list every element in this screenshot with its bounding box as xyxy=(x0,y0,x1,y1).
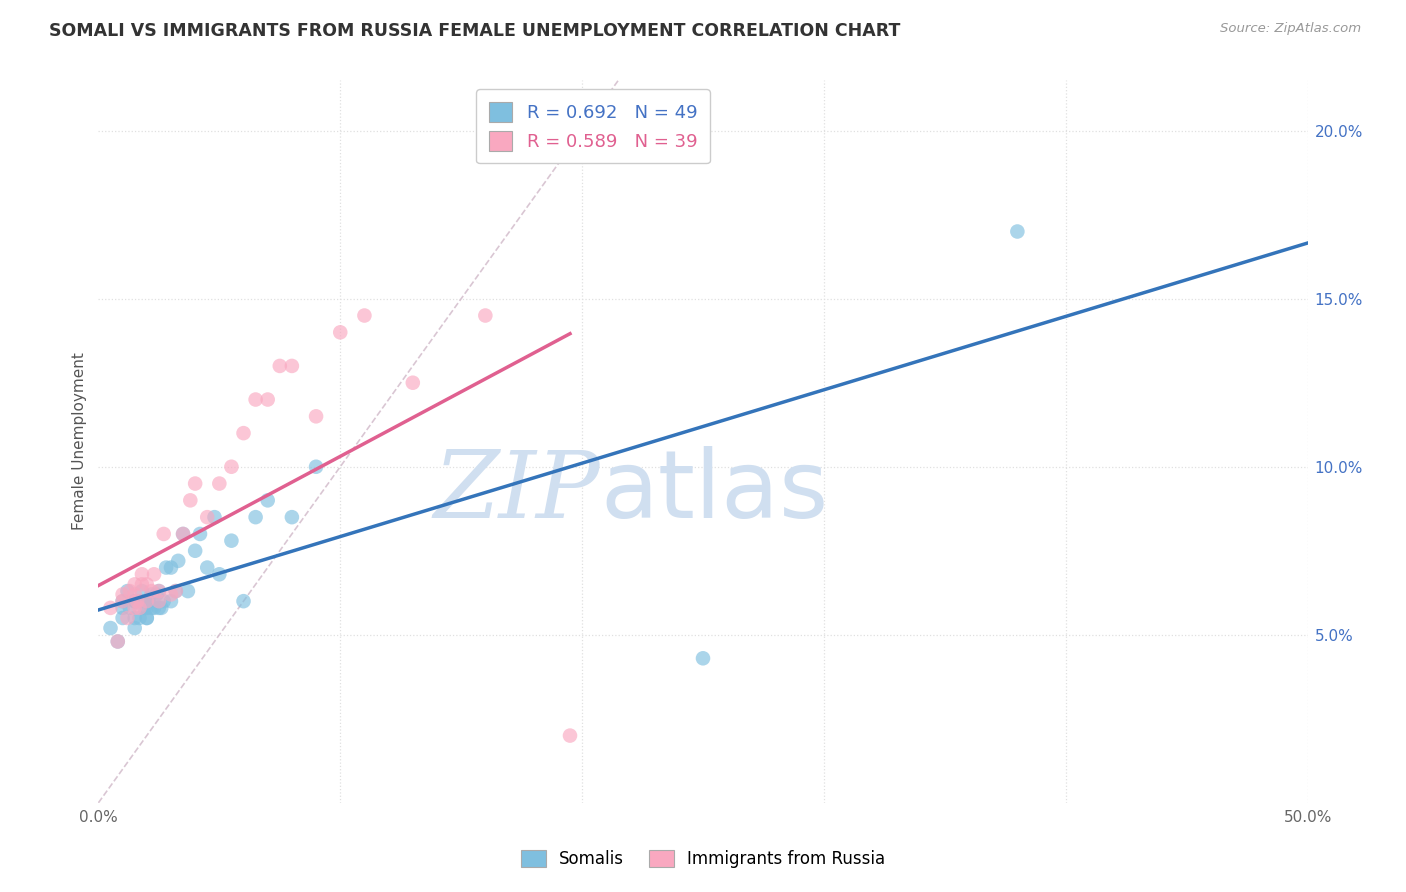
Point xyxy=(221,533,243,548)
Point xyxy=(138,594,160,608)
Point xyxy=(195,510,218,524)
Point xyxy=(221,459,243,474)
Point xyxy=(232,426,254,441)
Point xyxy=(135,594,157,608)
Point xyxy=(152,594,174,608)
Point xyxy=(127,594,149,608)
Point xyxy=(124,587,146,601)
Point xyxy=(232,594,254,608)
Point xyxy=(118,584,141,599)
Point xyxy=(124,594,146,608)
Point xyxy=(172,527,194,541)
Point xyxy=(135,611,157,625)
Point xyxy=(131,567,153,582)
Point xyxy=(165,584,187,599)
Point xyxy=(195,560,218,574)
Point xyxy=(107,634,129,648)
Point xyxy=(269,359,291,373)
Point xyxy=(245,392,267,407)
Point xyxy=(305,409,328,424)
Text: Source: ZipAtlas.com: Source: ZipAtlas.com xyxy=(1220,22,1361,36)
Point xyxy=(165,584,187,599)
Point xyxy=(184,476,207,491)
Point xyxy=(245,510,267,524)
Point xyxy=(150,600,173,615)
Point xyxy=(160,560,183,574)
Point xyxy=(145,587,167,601)
Point xyxy=(172,527,194,541)
Point xyxy=(111,600,134,615)
Text: ZIP: ZIP xyxy=(433,447,600,537)
Point xyxy=(100,600,122,615)
Point xyxy=(148,594,170,608)
Point xyxy=(131,594,153,608)
Point xyxy=(111,611,134,625)
Point xyxy=(148,584,170,599)
Point xyxy=(160,587,183,601)
Point xyxy=(117,611,139,625)
Point xyxy=(402,376,425,390)
Point xyxy=(148,600,170,615)
Point xyxy=(111,587,134,601)
Point xyxy=(256,392,278,407)
Point xyxy=(135,611,157,625)
Point xyxy=(135,577,157,591)
Point xyxy=(152,527,174,541)
Point xyxy=(143,567,166,582)
Point xyxy=(329,326,352,340)
Point xyxy=(281,510,304,524)
Point xyxy=(208,476,231,491)
Point xyxy=(177,584,200,599)
Point xyxy=(124,600,146,615)
Point xyxy=(141,600,163,615)
Point xyxy=(128,611,150,625)
Legend: Somalis, Immigrants from Russia: Somalis, Immigrants from Russia xyxy=(515,843,891,875)
Point xyxy=(107,634,129,648)
Point xyxy=(124,594,146,608)
Point xyxy=(111,594,134,608)
Point xyxy=(155,560,177,574)
Point xyxy=(167,554,190,568)
Point xyxy=(692,651,714,665)
Point xyxy=(131,584,153,599)
Point xyxy=(141,587,163,601)
Point xyxy=(124,621,146,635)
Point xyxy=(256,493,278,508)
Point xyxy=(204,510,226,524)
Point xyxy=(124,577,146,591)
Y-axis label: Female Unemployment: Female Unemployment xyxy=(72,352,87,531)
Point xyxy=(135,600,157,615)
Point xyxy=(188,527,211,541)
Point xyxy=(124,611,146,625)
Point xyxy=(281,359,304,373)
Point xyxy=(179,493,201,508)
Point xyxy=(141,584,163,599)
Point xyxy=(474,309,496,323)
Point xyxy=(117,584,139,599)
Point xyxy=(558,729,581,743)
Text: atlas: atlas xyxy=(600,446,828,538)
Text: SOMALI VS IMMIGRANTS FROM RUSSIA FEMALE UNEMPLOYMENT CORRELATION CHART: SOMALI VS IMMIGRANTS FROM RUSSIA FEMALE … xyxy=(49,22,901,40)
Point xyxy=(118,600,141,615)
Point xyxy=(111,594,134,608)
Legend: R = 0.692   N = 49, R = 0.589   N = 39: R = 0.692 N = 49, R = 0.589 N = 39 xyxy=(477,89,710,163)
Point xyxy=(135,594,157,608)
Point xyxy=(1007,225,1029,239)
Point xyxy=(184,543,207,558)
Point xyxy=(134,600,156,615)
Point xyxy=(208,567,231,582)
Point xyxy=(131,577,153,591)
Point xyxy=(160,594,183,608)
Point xyxy=(143,600,166,615)
Point xyxy=(353,309,375,323)
Point xyxy=(127,594,149,608)
Point xyxy=(305,459,328,474)
Point xyxy=(148,584,170,599)
Point xyxy=(100,621,122,635)
Point xyxy=(128,600,150,615)
